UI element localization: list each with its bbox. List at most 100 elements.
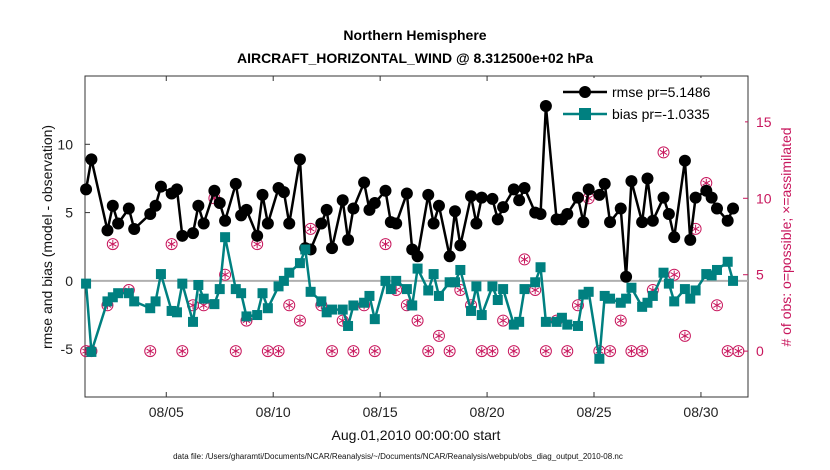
bias-point (107, 292, 118, 303)
bias-point (171, 307, 182, 318)
rmse-point (571, 191, 584, 204)
rmse-point (358, 176, 371, 189)
obs-possible-circle (411, 314, 424, 327)
rmse-point (390, 217, 403, 230)
rmse-point (448, 205, 461, 218)
bias-point (471, 281, 482, 292)
y-right-tick-label: 0 (756, 343, 764, 359)
bias-point (685, 293, 696, 304)
bias-point (423, 285, 434, 296)
bias-point (155, 269, 166, 280)
obs-possible-circle (293, 314, 306, 327)
obs-assimilated-star (274, 348, 283, 354)
obs-assimilated-star (263, 348, 272, 354)
rmse-point (347, 202, 360, 215)
obs-possible-circle (229, 345, 242, 358)
rmse-point (727, 202, 740, 215)
rmse-point (336, 194, 349, 207)
rmse-point (646, 214, 659, 227)
x-tick-label: 08/10 (256, 404, 291, 420)
rmse-point (128, 222, 141, 235)
obs-count-marker (144, 345, 157, 358)
rmse-point (454, 239, 467, 252)
rmse-point (154, 180, 167, 193)
bias-point (150, 296, 161, 307)
bias-point (369, 314, 380, 325)
obs-assimilated-star (574, 302, 582, 308)
bias-point (230, 284, 241, 295)
footnote: data file: /Users/gharamti/Documents/NCA… (173, 452, 623, 461)
rmse-point (326, 242, 339, 255)
bias-point (551, 316, 562, 327)
bias-point (337, 304, 348, 315)
rmse-point (668, 231, 681, 244)
bias-point (327, 304, 338, 315)
bias-point (198, 293, 209, 304)
bias-point (444, 277, 455, 288)
rmse-point (213, 197, 226, 210)
bias-point (449, 277, 460, 288)
rmse-point (427, 217, 440, 230)
bias-point (642, 297, 653, 308)
bias-point (562, 319, 573, 330)
bias-point (412, 263, 423, 274)
rmse-point (539, 100, 552, 113)
bias-point (663, 278, 674, 289)
obs-assimilated-star (670, 272, 679, 278)
obs-possible-circle (347, 345, 360, 358)
rmse-point (80, 183, 93, 196)
rmse-point (662, 207, 675, 220)
bias-point (428, 269, 439, 280)
rmse-point (470, 217, 483, 230)
obs-count-marker (411, 314, 424, 327)
rmse-point (491, 213, 504, 226)
obs-possible-circle (368, 345, 381, 358)
bias-point (81, 278, 92, 289)
rmse-point (240, 203, 253, 216)
obs-count-marker (518, 253, 531, 266)
obs-assimilated-star (541, 348, 550, 354)
rmse-point (315, 217, 328, 230)
obs-possible-circle (710, 299, 723, 312)
bias-point (273, 281, 284, 292)
rmse-point (379, 184, 392, 197)
obs-assimilated-star (413, 318, 422, 324)
obs-assimilated-star (520, 256, 529, 262)
bias-point (556, 312, 567, 323)
obs-count-marker (379, 238, 392, 251)
bias-point (321, 307, 332, 318)
obs-count-marker (432, 329, 445, 342)
rmse-point (293, 153, 306, 166)
bias-point (572, 320, 583, 331)
obs-assimilated-star (167, 241, 176, 247)
rmse-point (400, 187, 413, 200)
obs-count-marker (689, 222, 702, 235)
legend: rmse pr=5.1486 bias pr=-1.0335 (555, 78, 745, 126)
obs-assimilated-star (713, 302, 721, 308)
obs-count-marker (283, 299, 296, 312)
bias-point (220, 232, 231, 243)
rmse-point (342, 233, 355, 246)
rmse-point (641, 172, 654, 185)
obs-assimilated-star (488, 348, 497, 354)
obs-assimilated-star (108, 241, 117, 247)
rmse-point (192, 199, 205, 212)
bias-point (391, 275, 402, 286)
rmse-point (705, 191, 718, 204)
obs-count-marker (165, 238, 178, 251)
bias-point (519, 284, 530, 295)
y-right-tick-label: 15 (756, 114, 772, 130)
legend-rmse-label: rmse pr=5.1486 (612, 84, 711, 100)
obs-assimilated-star (370, 348, 379, 354)
obs-assimilated-star (349, 348, 358, 354)
obs-assimilated-star (328, 348, 336, 354)
obs-count-marker (710, 299, 723, 312)
bias-point (343, 320, 354, 331)
obs-assimilated-star (456, 287, 465, 293)
obs-assimilated-star (627, 348, 636, 354)
y-tick-label: -5 (61, 341, 74, 357)
rmse-point (636, 216, 649, 229)
obs-assimilated-star (221, 272, 229, 278)
obs-assimilated-star (681, 333, 689, 339)
rmse-point (513, 194, 526, 207)
